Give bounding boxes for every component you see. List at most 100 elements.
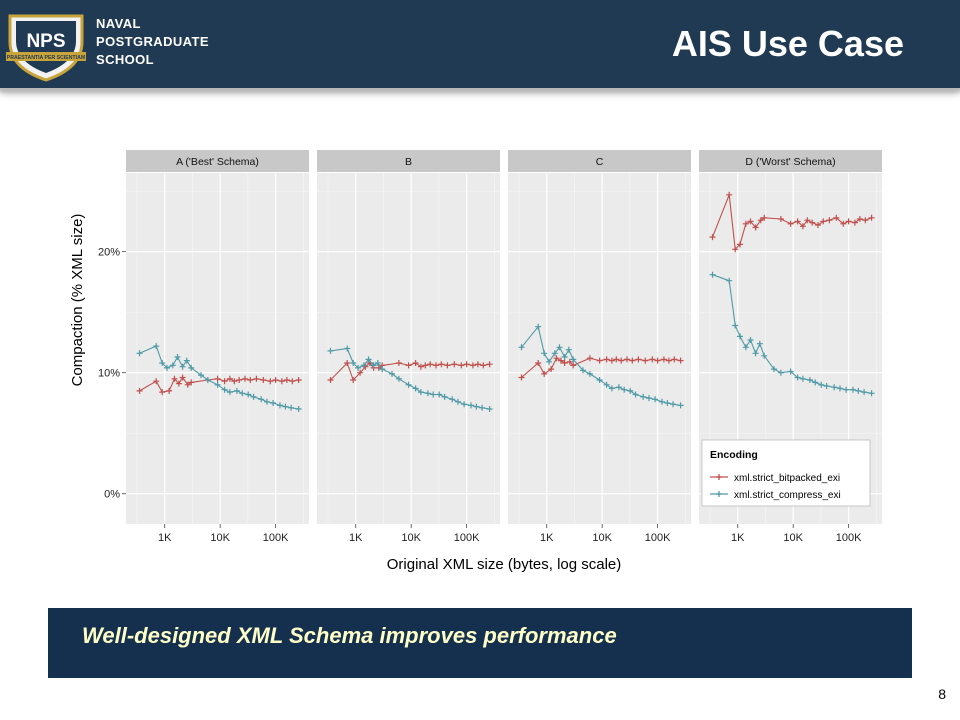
data-point-bitpacked bbox=[570, 362, 577, 369]
data-point-compress bbox=[430, 391, 437, 398]
data-point-compress bbox=[436, 391, 443, 398]
data-point-bitpacked bbox=[732, 246, 739, 253]
data-point-compress bbox=[468, 402, 474, 409]
facet-label: C bbox=[596, 156, 604, 168]
data-point-bitpacked bbox=[862, 217, 869, 224]
data-point-compress bbox=[327, 347, 334, 354]
data-point-compress bbox=[843, 386, 850, 393]
data-point-compress bbox=[226, 389, 233, 396]
data-point-compress bbox=[737, 333, 743, 340]
data-point-bitpacked bbox=[757, 217, 764, 224]
data-point-bitpacked bbox=[433, 362, 439, 369]
data-point-bitpacked bbox=[535, 360, 542, 366]
data-point-bitpacked bbox=[752, 224, 759, 231]
legend-key-bitpacked bbox=[710, 474, 728, 480]
data-point-compress bbox=[812, 379, 819, 386]
data-point-bitpacked bbox=[671, 356, 678, 363]
data-point-compress bbox=[374, 360, 381, 366]
data-point-bitpacked bbox=[184, 381, 191, 388]
data-point-bitpacked bbox=[188, 379, 195, 386]
data-point-bitpacked bbox=[856, 216, 863, 222]
data-point-compress bbox=[546, 358, 552, 365]
nps-shield-logo-icon: NPS PRAESTANTIA PER SCIENTIAM bbox=[6, 14, 86, 82]
school-line: NAVAL bbox=[96, 16, 141, 31]
data-point-bitpacked bbox=[344, 360, 351, 366]
compaction-chart: Compaction (% XML size) Original XML siz… bbox=[69, 150, 882, 573]
data-point-compress bbox=[395, 375, 402, 382]
data-point-bitpacked bbox=[412, 360, 419, 366]
data-point-compress bbox=[370, 362, 377, 369]
slide-header: NPS PRAESTANTIA PER SCIENTIAM NAVAL POST… bbox=[0, 0, 960, 94]
data-point-bitpacked bbox=[566, 358, 573, 365]
data-point-compress bbox=[461, 401, 468, 408]
data-point-compress bbox=[659, 398, 665, 405]
data-point-bitpacked bbox=[742, 220, 749, 227]
data-point-compress bbox=[250, 393, 257, 400]
data-point-bitpacked bbox=[179, 374, 186, 381]
data-point-compress bbox=[580, 367, 586, 374]
data-point-compress bbox=[556, 344, 563, 351]
data-point-bitpacked bbox=[777, 216, 784, 222]
data-point-bitpacked bbox=[395, 360, 402, 366]
data-point-compress bbox=[747, 337, 754, 343]
facet-panel bbox=[126, 173, 309, 524]
data-point-compress bbox=[621, 386, 628, 393]
x-tick-label: 10K bbox=[783, 532, 803, 544]
data-point-compress bbox=[664, 400, 671, 406]
data-point-compress bbox=[861, 389, 868, 396]
data-point-bitpacked bbox=[444, 362, 451, 369]
data-point-compress bbox=[652, 396, 659, 403]
data-point-bitpacked bbox=[171, 375, 178, 382]
data-point-bitpacked bbox=[809, 219, 816, 226]
data-point-compress bbox=[608, 385, 615, 392]
data-point-compress bbox=[473, 403, 480, 410]
data-point-compress bbox=[164, 364, 170, 371]
data-point-compress bbox=[868, 390, 875, 397]
data-point-bitpacked bbox=[295, 377, 302, 383]
data-point-compress bbox=[441, 393, 448, 400]
legend-label-compress: xml.strict_compress_exi bbox=[734, 490, 841, 501]
data-point-bitpacked bbox=[726, 191, 733, 198]
data-point-bitpacked bbox=[799, 223, 806, 230]
data-point-compress bbox=[742, 344, 749, 351]
data-point-compress bbox=[823, 383, 830, 389]
data-point-bitpacked bbox=[613, 356, 620, 363]
data-point-bitpacked bbox=[480, 362, 487, 369]
data-point-bitpacked bbox=[469, 362, 476, 369]
data-point-compress bbox=[850, 386, 856, 393]
data-point-bitpacked bbox=[608, 357, 615, 364]
data-point-bitpacked bbox=[737, 241, 743, 248]
data-point-bitpacked bbox=[214, 375, 221, 382]
chart-legend: Encoding xml.strict_bitpacked_exi xml.st… bbox=[701, 439, 871, 507]
data-point-bitpacked bbox=[175, 380, 182, 387]
data-point-bitpacked bbox=[247, 377, 254, 383]
data-point-compress bbox=[449, 396, 456, 403]
y-tick-label: 20% bbox=[98, 247, 120, 259]
data-point-compress bbox=[350, 360, 357, 366]
data-point-compress bbox=[709, 271, 716, 278]
x-tick-label: 10K bbox=[210, 532, 230, 544]
facet-label: B bbox=[405, 156, 412, 168]
data-point-compress bbox=[389, 370, 395, 377]
data-point-compress bbox=[214, 381, 221, 388]
data-point-compress bbox=[818, 381, 825, 388]
data-point-compress bbox=[646, 395, 652, 402]
data-point-compress bbox=[179, 363, 186, 370]
data-point-bitpacked bbox=[629, 357, 636, 364]
school-line: POSTGRADUATE bbox=[96, 34, 209, 49]
x-tick-label: 10K bbox=[592, 532, 612, 544]
y-tick-label: 0% bbox=[104, 489, 120, 501]
data-point-bitpacked bbox=[826, 217, 833, 224]
data-point-bitpacked bbox=[242, 375, 248, 382]
data-point-compress bbox=[732, 322, 739, 329]
legend-key-compress bbox=[710, 491, 728, 497]
data-point-bitpacked bbox=[278, 378, 285, 385]
takeaway-banner: Well-designed XML Schema improves perfor… bbox=[48, 608, 912, 678]
data-point-compress bbox=[486, 406, 493, 412]
data-point-bitpacked bbox=[654, 357, 661, 364]
data-point-compress bbox=[787, 368, 794, 375]
data-point-compress bbox=[136, 350, 143, 357]
data-point-compress bbox=[270, 400, 277, 406]
data-point-compress bbox=[603, 381, 610, 388]
data-point-compress bbox=[837, 385, 843, 392]
